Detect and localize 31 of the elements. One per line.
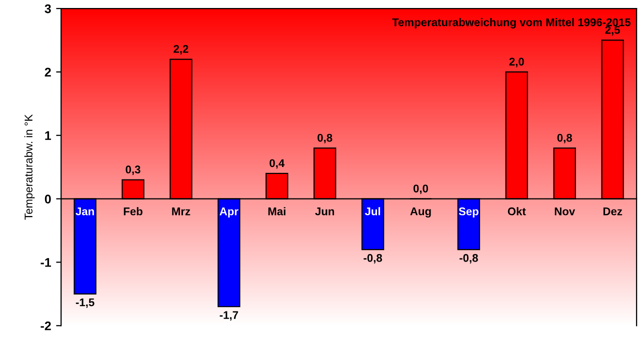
data-label: 2,0 bbox=[509, 58, 524, 68]
x-tick-label: Nov bbox=[554, 208, 576, 216]
y-tick-label: -2 bbox=[40, 321, 51, 330]
data-label: 0,8 bbox=[557, 134, 572, 144]
x-tick-label: Jul bbox=[364, 207, 380, 216]
x-tick-label: Apr bbox=[220, 208, 238, 218]
y-axis-title: Temperaturabw. in °K bbox=[24, 114, 35, 220]
data-label: 0,4 bbox=[270, 159, 285, 169]
data-label: 0,8 bbox=[318, 134, 332, 144]
y-tick-label: 3 bbox=[44, 4, 51, 14]
y-tick-label: 0 bbox=[44, 194, 51, 204]
x-tick-label: Okt bbox=[508, 207, 526, 216]
x-tick-label: Jun bbox=[315, 208, 334, 216]
data-label: -1,5 bbox=[76, 298, 94, 308]
data-label: 0,3 bbox=[126, 166, 140, 176]
data-label: -0,8 bbox=[460, 254, 478, 264]
data-label: -0,8 bbox=[364, 254, 382, 264]
x-tick-label: Dez bbox=[603, 208, 622, 216]
x-tick-label: Aug bbox=[410, 207, 431, 218]
data-label: 2,5 bbox=[605, 26, 620, 36]
data-label: -1,7 bbox=[220, 311, 238, 321]
y-tick-label: -1 bbox=[40, 258, 52, 267]
x-tick-label: Sep bbox=[458, 207, 478, 218]
x-tick-label: Jan bbox=[76, 208, 94, 216]
y-tick-label: 2 bbox=[44, 68, 51, 76]
x-tick-label: Feb bbox=[124, 207, 142, 216]
y-tick-label: 1 bbox=[45, 131, 52, 140]
data-label: 2,2 bbox=[174, 45, 188, 55]
x-tick-label: Mrz bbox=[172, 208, 190, 216]
x-tick-label: Mai bbox=[268, 207, 286, 216]
data-label: 0,0 bbox=[413, 184, 428, 194]
